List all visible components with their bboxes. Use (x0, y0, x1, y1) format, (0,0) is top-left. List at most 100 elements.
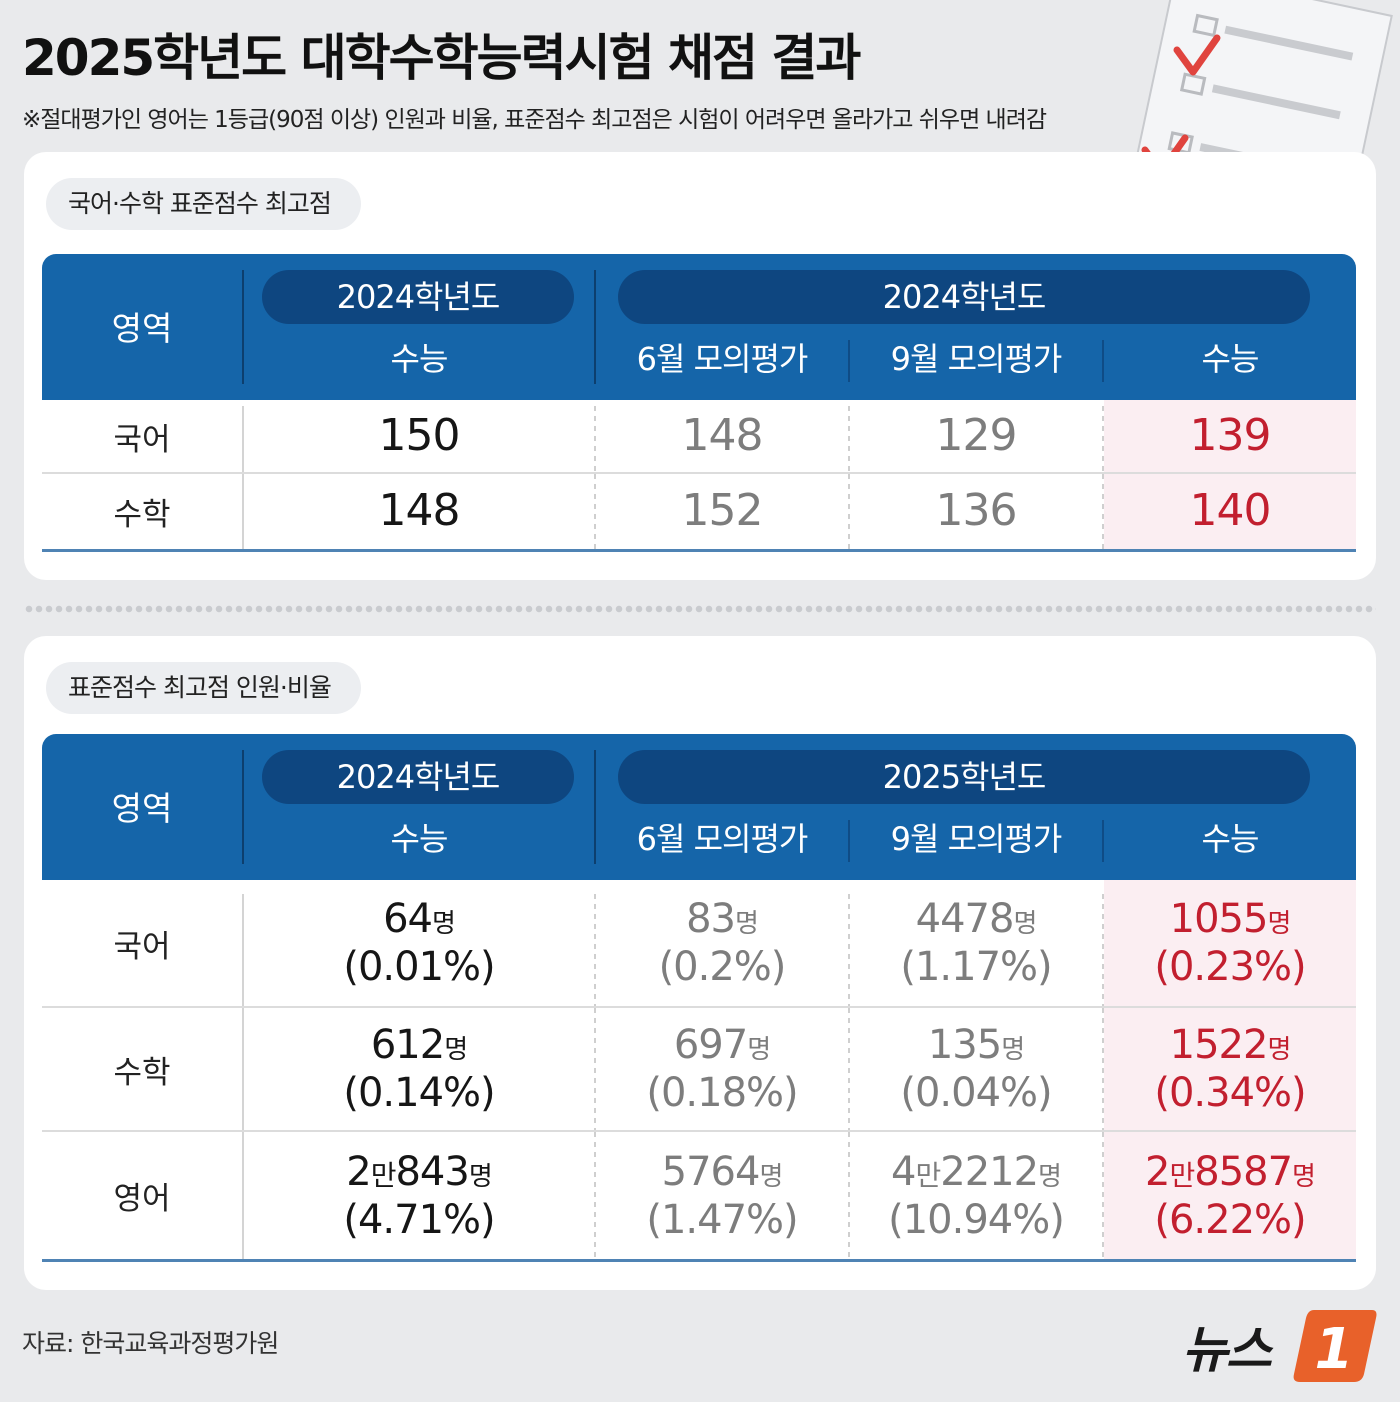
count-value: 1522명 (1169, 1021, 1292, 1069)
count-value: 83명 (686, 895, 759, 943)
row-area: 국어 (113, 928, 171, 965)
cell-june: 5764명 (1.47%) (596, 1132, 848, 1259)
news1-logo: 뉴스 1 (1182, 1304, 1378, 1384)
cell-csat: 140 (1104, 474, 1356, 549)
count-man-unit: 만 (915, 1158, 941, 1192)
header-divider (1102, 340, 1104, 382)
count-value: 4478명 (915, 895, 1038, 943)
count-value: 697명 (673, 1021, 771, 1069)
count-unit: 명 (759, 1161, 783, 1192)
ratio-value: (10.94%) (888, 1196, 1065, 1243)
header-sub-september: 9월 모의평가 (890, 340, 1063, 378)
header-sub-csat: 수능 (1201, 340, 1260, 378)
header-area: 영역 (111, 789, 173, 828)
cell-september: 4만2212명 (10.94%) (850, 1132, 1102, 1259)
cell-prev-csat: 64명 (0.01%) (244, 880, 594, 1006)
header-area: 영역 (111, 309, 173, 348)
ratio-value: (4.71%) (343, 1196, 495, 1243)
ratio-value: (1.17%) (900, 944, 1052, 990)
count-unit: 명 (1001, 1035, 1025, 1065)
ratio-value: (0.18%) (646, 1070, 798, 1116)
logo-mark-icon: 1 (1293, 1310, 1377, 1382)
cell-june: 148 (681, 409, 764, 461)
count-value: 2만843명 (346, 1148, 492, 1196)
header-divider (242, 750, 244, 864)
count-man-number: 2 (346, 1148, 371, 1195)
count-value: 612명 (371, 1021, 468, 1069)
table-header: 영역 2024학년도 수능 2024학년도 6월 모의평가 9월 모의평가 수능 (42, 254, 1356, 400)
count-value: 1055명 (1169, 895, 1292, 943)
header-group-prev: 2024학년도 (262, 270, 574, 324)
count-number: 8587 (1194, 1148, 1293, 1195)
cell-september: 4478명 (1.17%) (850, 880, 1102, 1006)
header-sub-prev-csat: 수능 (390, 820, 449, 858)
count-number: 697 (673, 1022, 748, 1068)
section-label: 국어·수학 표준점수 최고점 (46, 178, 361, 230)
svg-text:1: 1 (1315, 1317, 1354, 1382)
ratio-value: (0.01%) (343, 944, 495, 990)
cell-csat: 1055명 (0.23%) (1104, 880, 1356, 1006)
header-divider (594, 270, 596, 384)
row-area: 수학 (113, 497, 171, 533)
table-row: 수학 148 152 136 140 (42, 474, 1356, 552)
cell-september: 129 (935, 409, 1018, 461)
header-divider (848, 340, 850, 382)
page-title: 2025학년도 대학수학능력시험 채점 결과 (22, 29, 861, 87)
cell-prev-csat: 150 (378, 409, 461, 461)
table-row: 영어 2만843명 (4.71%) 5764명 (1.47%) 4만2212명 (10.94… (42, 1132, 1356, 1262)
count-value: 64명 (383, 895, 456, 943)
count-value: 4만2212명 (891, 1148, 1062, 1196)
row-area: 수학 (113, 1054, 171, 1091)
count-number: 1522 (1169, 1022, 1269, 1068)
cell-prev-csat: 612명 (0.14%) (244, 1008, 594, 1130)
count-number: 1055 (1169, 896, 1269, 942)
count-unit: 명 (1267, 1035, 1291, 1065)
cell-june: 83명 (0.2%) (596, 880, 848, 1006)
header-sub-csat: 수능 (1201, 820, 1260, 858)
max-score-table: 영역 2024학년도 수능 2024학년도 6월 모의평가 9월 모의평가 수능… (42, 254, 1356, 552)
cell-prev-csat: 148 (378, 485, 461, 537)
header-divider (242, 270, 244, 384)
count-value: 135명 (927, 1021, 1025, 1069)
section-label: 표준점수 최고점 인원·비율 (46, 662, 361, 714)
header-sub-september: 9월 모의평가 (890, 820, 1063, 858)
cell-prev-csat: 2만843명 (4.71%) (244, 1132, 594, 1259)
cell-september: 136 (935, 485, 1018, 537)
section-divider (24, 604, 1376, 614)
header-group-prev: 2024학년도 (262, 750, 574, 804)
count-man-unit: 만 (370, 1158, 397, 1192)
count-unit: 명 (1292, 1161, 1316, 1192)
table-row: 수학 612명 (0.14%) 697명 (0.18%) 135명 (0.04%) 1522명… (42, 1008, 1356, 1132)
row-area: 국어 (113, 421, 171, 458)
cell-csat: 139 (1104, 400, 1356, 472)
top-scorer-table: 영역 2024학년도 수능 2025학년도 6월 모의평가 9월 모의평가 수능… (42, 734, 1356, 1262)
ratio-value: (1.47%) (646, 1196, 798, 1243)
ratio-value: (0.34%) (1154, 1070, 1306, 1116)
source-note: 자료: 한국교육과정평가원 (22, 1329, 279, 1358)
logo-text: 뉴스 (1182, 1321, 1272, 1379)
table-header: 영역 2024학년도 수능 2025학년도 6월 모의평가 9월 모의평가 수능 (42, 734, 1356, 880)
count-number: 64 (383, 896, 433, 942)
header-group-current: 2025학년도 (618, 750, 1310, 804)
count-number: 135 (927, 1022, 1002, 1068)
header-divider (848, 820, 850, 862)
count-man-number: 4 (891, 1148, 916, 1195)
count-number: 83 (686, 896, 736, 942)
count-unit: 명 (1013, 909, 1037, 939)
count-value: 2만8587명 (1145, 1148, 1316, 1196)
cell-csat: 2만8587명 (6.22%) (1104, 1132, 1356, 1259)
count-value: 5764명 (662, 1148, 784, 1196)
count-man-unit: 만 (1169, 1158, 1195, 1192)
cell-june: 152 (681, 485, 764, 537)
page-subtitle: ※절대평가인 영어는 1등급(90점 이상) 인원과 비율, 표준점수 최고점은… (22, 107, 1047, 133)
count-unit: 명 (1038, 1161, 1062, 1192)
header-sub-prev-csat: 수능 (390, 340, 449, 378)
count-unit: 명 (444, 1035, 468, 1065)
header-sub-june: 6월 모의평가 (636, 340, 809, 378)
cell-june: 697명 (0.18%) (596, 1008, 848, 1130)
count-number: 843 (395, 1148, 469, 1195)
count-number: 4478 (915, 896, 1015, 942)
count-number: 2212 (940, 1148, 1039, 1195)
header-divider (594, 750, 596, 864)
ratio-value: (0.14%) (343, 1070, 495, 1116)
